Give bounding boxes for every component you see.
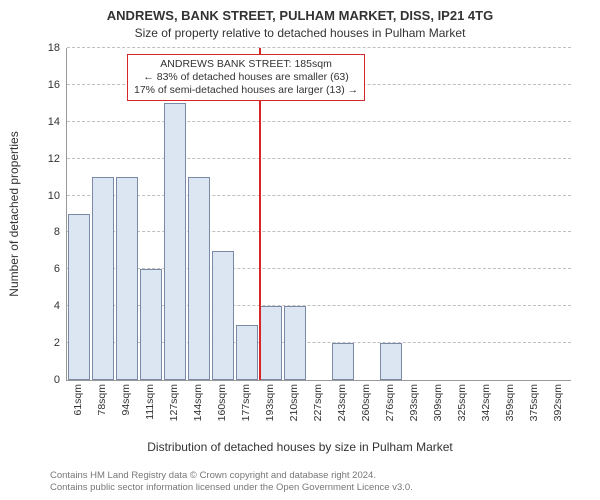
- x-tick-label: 127sqm: [168, 384, 180, 421]
- x-tick-label: 227sqm: [312, 384, 324, 421]
- histogram-bar: [164, 103, 187, 380]
- histogram-bar: [212, 251, 235, 380]
- histogram-bar: [236, 325, 259, 380]
- y-tick-label: 10: [30, 190, 60, 202]
- annotation-line-1: ANDREWS BANK STREET: 185sqm: [134, 58, 358, 71]
- y-tick-label: 4: [30, 300, 60, 312]
- y-tick-label: 18: [30, 42, 60, 54]
- plot-area: ANDREWS BANK STREET: 185sqm ← 83% of det…: [66, 48, 571, 381]
- chart-title-main: ANDREWS, BANK STREET, PULHAM MARKET, DIS…: [0, 8, 600, 23]
- y-tick-label: 6: [30, 263, 60, 275]
- footnote-line-2: Contains public sector information licen…: [50, 482, 580, 494]
- x-tick-label: 309sqm: [432, 384, 444, 421]
- y-axis-label: Number of detached properties: [7, 131, 21, 296]
- x-tick-label: 392sqm: [552, 384, 564, 421]
- x-tick-label: 342sqm: [480, 384, 492, 421]
- x-tick-label: 260sqm: [360, 384, 372, 421]
- x-tick-label: 375sqm: [528, 384, 540, 421]
- gridline: [67, 158, 571, 159]
- histogram-bar: [140, 269, 163, 380]
- y-tick-label: 8: [30, 226, 60, 238]
- x-tick-label: 61sqm: [72, 384, 84, 416]
- annotation-line-3: 17% of semi-detached houses are larger (…: [134, 84, 358, 97]
- footnote: Contains HM Land Registry data © Crown c…: [50, 470, 580, 494]
- gridline: [67, 195, 571, 196]
- footnote-line-1: Contains HM Land Registry data © Crown c…: [50, 470, 580, 482]
- chart-title-sub: Size of property relative to detached ho…: [0, 26, 600, 40]
- histogram-bar: [332, 343, 355, 380]
- histogram-bar: [380, 343, 403, 380]
- x-tick-label: 78sqm: [96, 384, 108, 416]
- y-tick-label: 12: [30, 153, 60, 165]
- histogram-bar: [284, 306, 307, 380]
- x-tick-label: 359sqm: [504, 384, 516, 421]
- histogram-bar: [68, 214, 91, 380]
- figure: ANDREWS, BANK STREET, PULHAM MARKET, DIS…: [0, 0, 600, 500]
- y-tick-label: 14: [30, 116, 60, 128]
- histogram-bar: [116, 177, 139, 380]
- annotation-box: ANDREWS BANK STREET: 185sqm ← 83% of det…: [127, 54, 365, 101]
- x-tick-label: 276sqm: [384, 384, 396, 421]
- y-tick-label: 2: [30, 337, 60, 349]
- x-tick-label: 243sqm: [336, 384, 348, 421]
- histogram-bar: [92, 177, 115, 380]
- x-tick-label: 325sqm: [456, 384, 468, 421]
- x-tick-label: 94sqm: [120, 384, 132, 416]
- x-tick-label: 210sqm: [288, 384, 300, 421]
- x-tick-label: 293sqm: [408, 384, 420, 421]
- y-tick-label: 0: [30, 374, 60, 386]
- annotation-line-2: ← 83% of detached houses are smaller (63…: [134, 71, 358, 84]
- y-tick-label: 16: [30, 79, 60, 91]
- gridline: [67, 47, 571, 48]
- x-tick-label: 177sqm: [240, 384, 252, 421]
- x-tick-label: 193sqm: [264, 384, 276, 421]
- x-tick-label: 160sqm: [216, 384, 228, 421]
- histogram-bar: [188, 177, 211, 380]
- histogram-bar: [260, 306, 283, 380]
- x-axis-label: Distribution of detached houses by size …: [0, 440, 600, 454]
- gridline: [67, 121, 571, 122]
- x-tick-label: 111sqm: [144, 384, 156, 420]
- gridline: [67, 231, 571, 232]
- x-tick-label: 144sqm: [192, 384, 204, 421]
